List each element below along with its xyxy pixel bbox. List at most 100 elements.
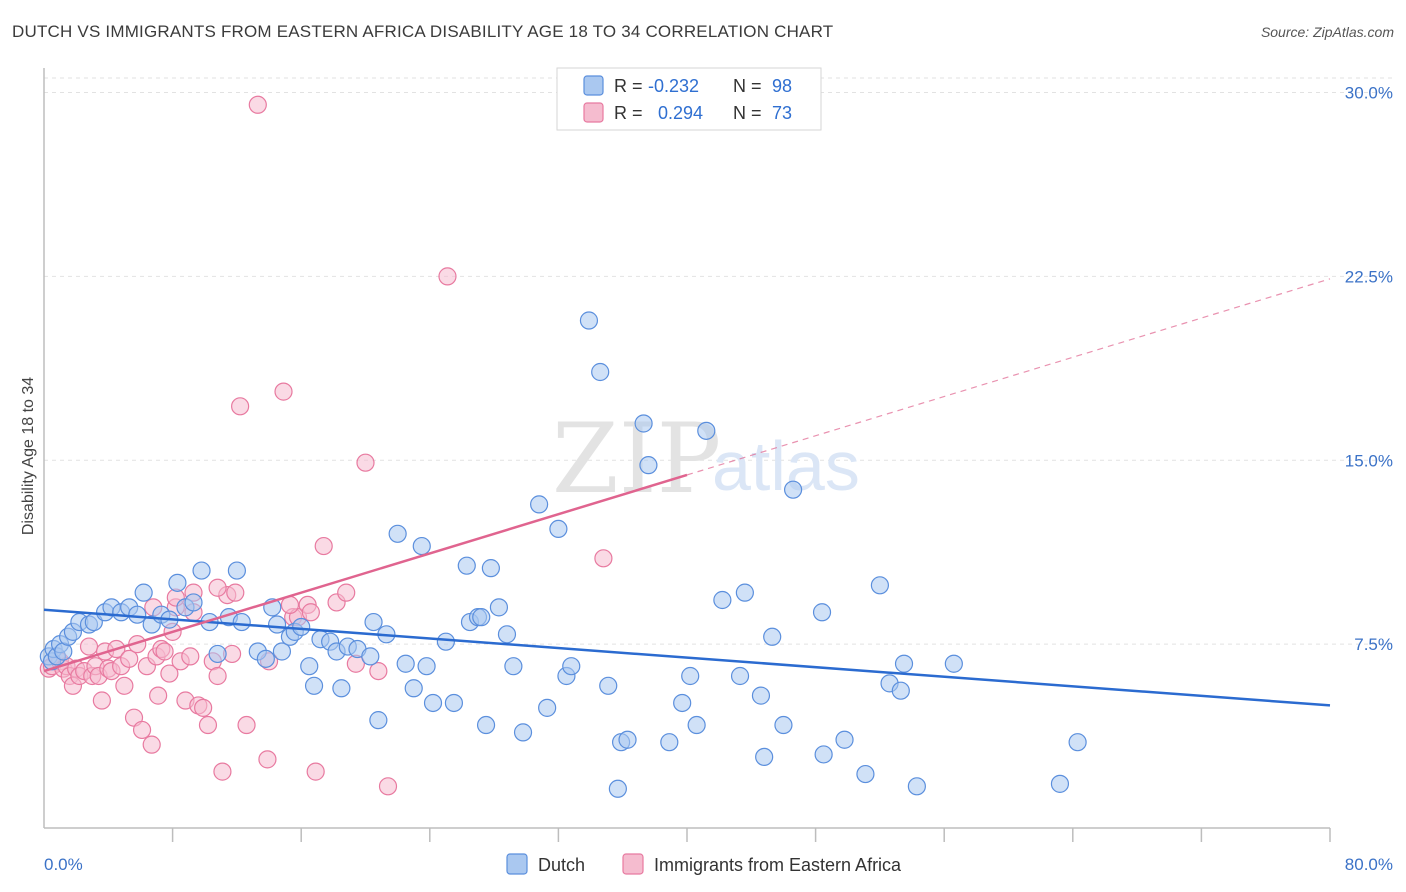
dutch-point	[227, 561, 246, 580]
legend-dutch-label: Dutch	[538, 855, 585, 875]
immigrants-point	[594, 549, 613, 568]
immigrants-point	[149, 686, 168, 705]
dutch-point	[134, 583, 153, 602]
dutch-point	[660, 733, 679, 752]
immigrants-point	[231, 397, 250, 416]
immigrants-point	[115, 676, 134, 695]
legend-immigrants-label: Immigrants from Eastern Africa	[654, 855, 902, 875]
dutch-point	[232, 612, 251, 632]
dutch-point	[423, 693, 443, 713]
dutch-point	[530, 495, 549, 514]
dutch-point	[267, 615, 287, 634]
dutch-point	[562, 657, 581, 676]
immigrants-point	[181, 647, 200, 666]
dutch-point	[388, 524, 407, 543]
series-legend: Dutch Immigrants from Eastern Africa	[506, 853, 902, 875]
immigrants-point	[226, 583, 245, 602]
dutch-point	[634, 414, 653, 433]
immigrants-point	[198, 715, 218, 735]
y-tick-label: 15.0%	[1345, 451, 1393, 470]
dutch-point	[412, 536, 431, 556]
dutch-point	[504, 657, 523, 676]
dutch-point	[1068, 733, 1087, 752]
dutch-point	[489, 598, 509, 617]
immigrants-trend-line	[43, 473, 688, 673]
immigrants-point	[337, 583, 356, 602]
y-tick-label: 7.5%	[1354, 635, 1393, 654]
x-ticks	[171, 828, 1331, 842]
dutch-point	[639, 456, 658, 475]
dutch-point	[436, 632, 455, 651]
dutch-point	[538, 698, 557, 717]
dutch-point	[697, 421, 716, 440]
immigrants-point	[208, 666, 227, 686]
dutch-n-value: 98	[772, 76, 792, 96]
dutch-point	[856, 764, 875, 784]
dutch-point	[783, 480, 803, 499]
dutch-point	[751, 686, 771, 705]
immigrants-point	[92, 691, 111, 710]
immigrants-point	[160, 664, 179, 683]
trend-lines	[43, 278, 1331, 707]
dutch-point	[513, 723, 533, 742]
dutch-point	[364, 612, 383, 632]
dutch-point	[944, 654, 963, 673]
immigrants-swatch	[583, 102, 604, 123]
dutch-point	[755, 747, 774, 767]
immigrants-point	[155, 642, 174, 661]
dutch-point	[774, 715, 793, 735]
dutch-point	[812, 603, 832, 622]
immigrants-point	[213, 762, 232, 781]
dutch-point	[870, 576, 890, 595]
dutch-r-label: R =	[614, 76, 643, 96]
x-tick-label-min: 0.0%	[44, 855, 83, 874]
dutch-point	[497, 625, 517, 644]
dutch-point	[835, 730, 854, 749]
immigrants-point	[356, 453, 375, 472]
immigrants-point	[194, 698, 213, 717]
dutch-point	[687, 715, 706, 735]
dutch-point	[591, 362, 610, 382]
immigrants-point	[208, 578, 227, 597]
dutch-point	[208, 644, 227, 664]
immigrants-trend-extension	[686, 278, 1331, 476]
dutch-point	[396, 654, 415, 673]
dutch-point	[361, 647, 380, 666]
dutch-point	[579, 311, 599, 330]
dutch-point	[272, 642, 292, 661]
immigrants-point	[314, 536, 333, 556]
immigrants-point	[120, 649, 139, 668]
dutch-point	[608, 779, 627, 798]
immigrants-points	[39, 95, 613, 796]
dutch-point	[907, 777, 926, 796]
dutch-point	[618, 730, 637, 749]
immigrants-r-label: R =	[614, 103, 643, 123]
dutch-point	[763, 627, 782, 646]
dutch-point	[168, 573, 187, 592]
dutch-point	[476, 715, 496, 735]
dutch-point	[730, 666, 750, 686]
legend-immigrants-swatch	[622, 853, 644, 875]
dutch-point	[292, 617, 311, 637]
dutch-swatch	[583, 75, 604, 96]
immigrants-point	[369, 661, 388, 681]
dutch-point	[369, 711, 388, 730]
immigrants-point	[142, 735, 161, 754]
immigrants-point	[79, 637, 99, 656]
legend-dutch-swatch	[506, 853, 528, 875]
immigrants-n-value: 73	[772, 103, 792, 123]
dutch-point	[481, 559, 500, 578]
dutch-point	[673, 693, 692, 713]
immigrants-point	[258, 750, 277, 769]
dutch-point	[891, 681, 910, 700]
dutch-point	[300, 657, 319, 676]
dutch-point	[444, 693, 464, 713]
immigrants-point	[132, 720, 152, 740]
x-tick-label-max: 80.0%	[1345, 855, 1393, 874]
dutch-point	[599, 676, 618, 695]
dutch-point	[457, 556, 476, 575]
dutch-point	[1050, 774, 1070, 793]
grid	[44, 77, 1392, 645]
dutch-point	[304, 676, 324, 695]
